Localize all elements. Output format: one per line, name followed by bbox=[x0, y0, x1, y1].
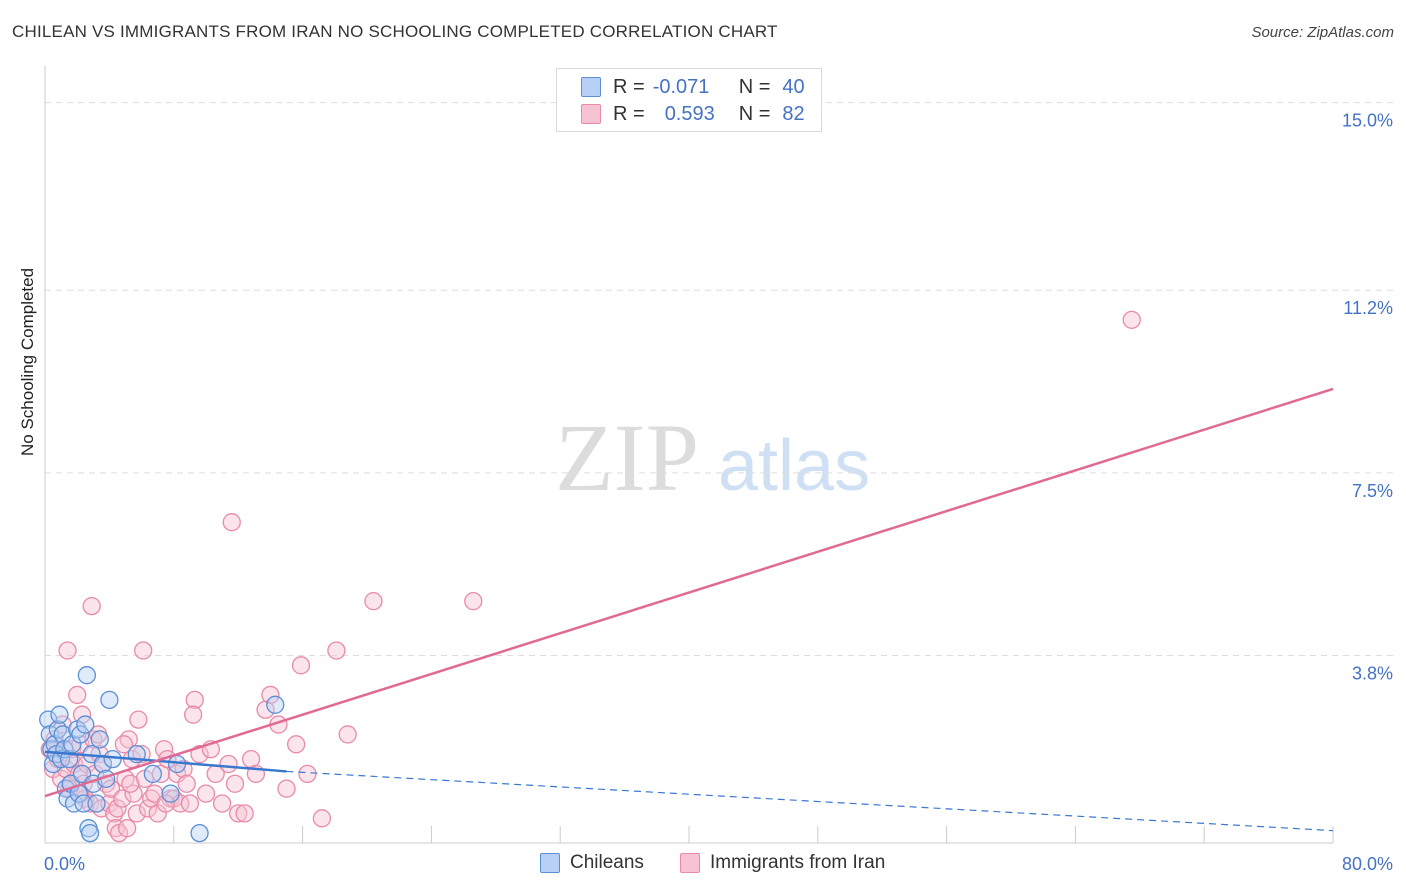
iran-point bbox=[68, 685, 87, 705]
iran-point bbox=[156, 794, 175, 813]
bottom-legend-iran: Immigrants from Iran bbox=[680, 852, 885, 874]
y-tick-label: 11.2% bbox=[1343, 298, 1393, 318]
blue-swatch bbox=[581, 77, 601, 97]
iran-point bbox=[114, 735, 134, 754]
legend-n-label: N = bbox=[738, 75, 771, 98]
iran-point bbox=[219, 754, 238, 774]
iran-point bbox=[185, 690, 204, 710]
bottom-legend-label: Chileans bbox=[570, 852, 644, 873]
iran-point bbox=[134, 641, 153, 660]
iran-point bbox=[129, 710, 148, 729]
iran-point bbox=[225, 774, 245, 793]
iran-point bbox=[364, 592, 383, 611]
iran-point bbox=[124, 784, 143, 803]
y-tick-label: 3.8% bbox=[1352, 663, 1393, 683]
iran-point bbox=[212, 794, 232, 813]
iran-point bbox=[196, 784, 216, 803]
chilean-point bbox=[50, 705, 69, 724]
chilean-point bbox=[74, 794, 93, 813]
legend-r-label: R = bbox=[613, 102, 645, 125]
chilean-point bbox=[161, 784, 180, 803]
iran-point bbox=[127, 804, 146, 823]
chilean-point bbox=[80, 823, 100, 843]
iran-trend-line bbox=[44, 387, 1334, 798]
iran-point bbox=[58, 641, 77, 660]
iran-point bbox=[82, 596, 101, 616]
chilean-point bbox=[76, 715, 95, 734]
iran-point bbox=[261, 685, 280, 705]
iran-point bbox=[222, 513, 241, 532]
chilean-point bbox=[64, 794, 84, 813]
chilean-point bbox=[266, 695, 285, 714]
source-label: Source: ZipAtlas.com bbox=[1251, 24, 1394, 41]
legend-n-value: 40 bbox=[782, 75, 805, 98]
legend-row-iran: R = 0.593 N = 82 bbox=[557, 101, 805, 127]
iran-point bbox=[464, 592, 483, 611]
y-axis-label: No Schooling Completed bbox=[18, 267, 37, 456]
legend-row-chileans: R = -0.071 N = 40 bbox=[557, 74, 805, 100]
iran-point bbox=[121, 774, 140, 793]
iran-point bbox=[180, 794, 200, 813]
iran-point bbox=[113, 789, 132, 808]
bottom-legend-label: Immigrants from Iran bbox=[710, 852, 886, 873]
iran-point bbox=[291, 656, 311, 675]
chilean-point bbox=[90, 730, 109, 749]
chilean-point bbox=[53, 725, 72, 744]
iran-point bbox=[105, 804, 124, 823]
chilean-point bbox=[100, 690, 119, 710]
chilean-point bbox=[87, 794, 106, 813]
iran-point bbox=[1122, 310, 1141, 329]
iran-point bbox=[190, 745, 209, 764]
y-tick-label: 15.0% bbox=[1342, 111, 1393, 131]
iran-point bbox=[229, 804, 248, 823]
iran-point bbox=[108, 799, 127, 818]
legend-r-value: -0.071 bbox=[652, 75, 710, 98]
iran-point bbox=[117, 819, 137, 838]
iran-point bbox=[287, 735, 306, 754]
chart-title: CHILEAN VS IMMIGRANTS FROM IRAN NO SCHOO… bbox=[12, 22, 778, 41]
pink-swatch bbox=[581, 104, 601, 124]
iran-point bbox=[235, 804, 254, 823]
chilean-point bbox=[71, 725, 90, 744]
legend-n-label: N = bbox=[738, 102, 771, 125]
chilean-point bbox=[190, 823, 209, 843]
watermark-zip: ZIP bbox=[555, 404, 699, 511]
chilean-point bbox=[143, 764, 163, 784]
correlation-legend: R = -0.071 N = 40 R = 0.593 N = 82 bbox=[556, 68, 822, 132]
bottom-legend-chileans: Chileans bbox=[540, 852, 644, 874]
iran-point bbox=[277, 779, 296, 798]
blue-swatch bbox=[540, 853, 560, 873]
iran-point bbox=[183, 705, 203, 724]
legend-n-value: 82 bbox=[782, 102, 805, 125]
x-tick-label: 80.0% bbox=[1342, 854, 1393, 874]
chilean-point bbox=[77, 666, 97, 685]
chilean-point bbox=[103, 749, 122, 769]
chilean-trend-line bbox=[44, 750, 287, 773]
iran-point bbox=[298, 764, 317, 784]
chilean-trend-dashed bbox=[286, 770, 1334, 832]
iran-point bbox=[177, 774, 196, 793]
y-tick-label: 7.5% bbox=[1352, 481, 1393, 501]
x-tick-label: 0.0% bbox=[44, 854, 85, 874]
iran-point bbox=[327, 641, 346, 660]
iran-point bbox=[338, 725, 357, 744]
watermark-atlas: atlas bbox=[718, 426, 870, 506]
legend-r-value: 0.593 bbox=[664, 102, 715, 125]
iran-point bbox=[312, 809, 332, 828]
chilean-point bbox=[39, 710, 58, 729]
legend-r-label: R = bbox=[613, 75, 645, 98]
pink-swatch bbox=[680, 853, 700, 873]
iran-point bbox=[171, 794, 190, 813]
